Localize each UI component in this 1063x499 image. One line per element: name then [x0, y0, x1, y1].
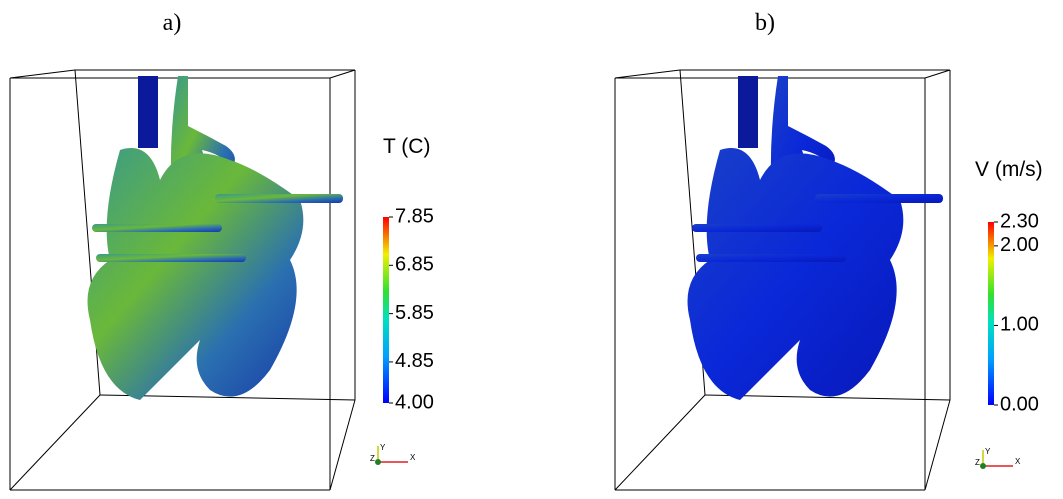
panel-b: b) V (m/s)	[614, 10, 1043, 491]
streamline-render	[687, 76, 943, 400]
colorbar-tick-label: 2.30	[1000, 210, 1039, 232]
axis-label: Y	[985, 447, 991, 456]
panel-a: a) T (C)	[9, 10, 430, 491]
panel-label: b)	[755, 10, 775, 36]
axis-label: X	[1015, 457, 1021, 466]
colorbar-tick-label: 4.00	[395, 391, 434, 413]
axis-label: Z	[975, 458, 980, 467]
panel-label: a)	[163, 10, 182, 36]
colorbar-tick-label: 6.85	[395, 254, 434, 276]
axis-label: Y	[380, 443, 386, 452]
axis-z	[980, 463, 986, 469]
colorbar	[383, 217, 389, 403]
colorbar-tick-label: 4.85	[395, 350, 434, 372]
streamline-render	[87, 76, 343, 400]
colorbar-tick-label: 0.00	[1000, 393, 1039, 415]
colorbar-tick-label: 5.85	[395, 302, 434, 324]
axis-label: Z	[370, 454, 375, 463]
axis-z	[375, 459, 381, 465]
colorbar-tick-label: 2.00	[1000, 234, 1039, 256]
bounding-box	[614, 69, 951, 491]
axis-label: X	[410, 453, 416, 462]
legend-title: V (m/s)	[975, 158, 1043, 181]
colorbar-tick-label: 7.85	[395, 205, 434, 227]
colorbar-tick-label: 1.00	[1000, 314, 1039, 336]
legend-title: T (C)	[383, 135, 430, 158]
colorbar	[988, 222, 994, 405]
